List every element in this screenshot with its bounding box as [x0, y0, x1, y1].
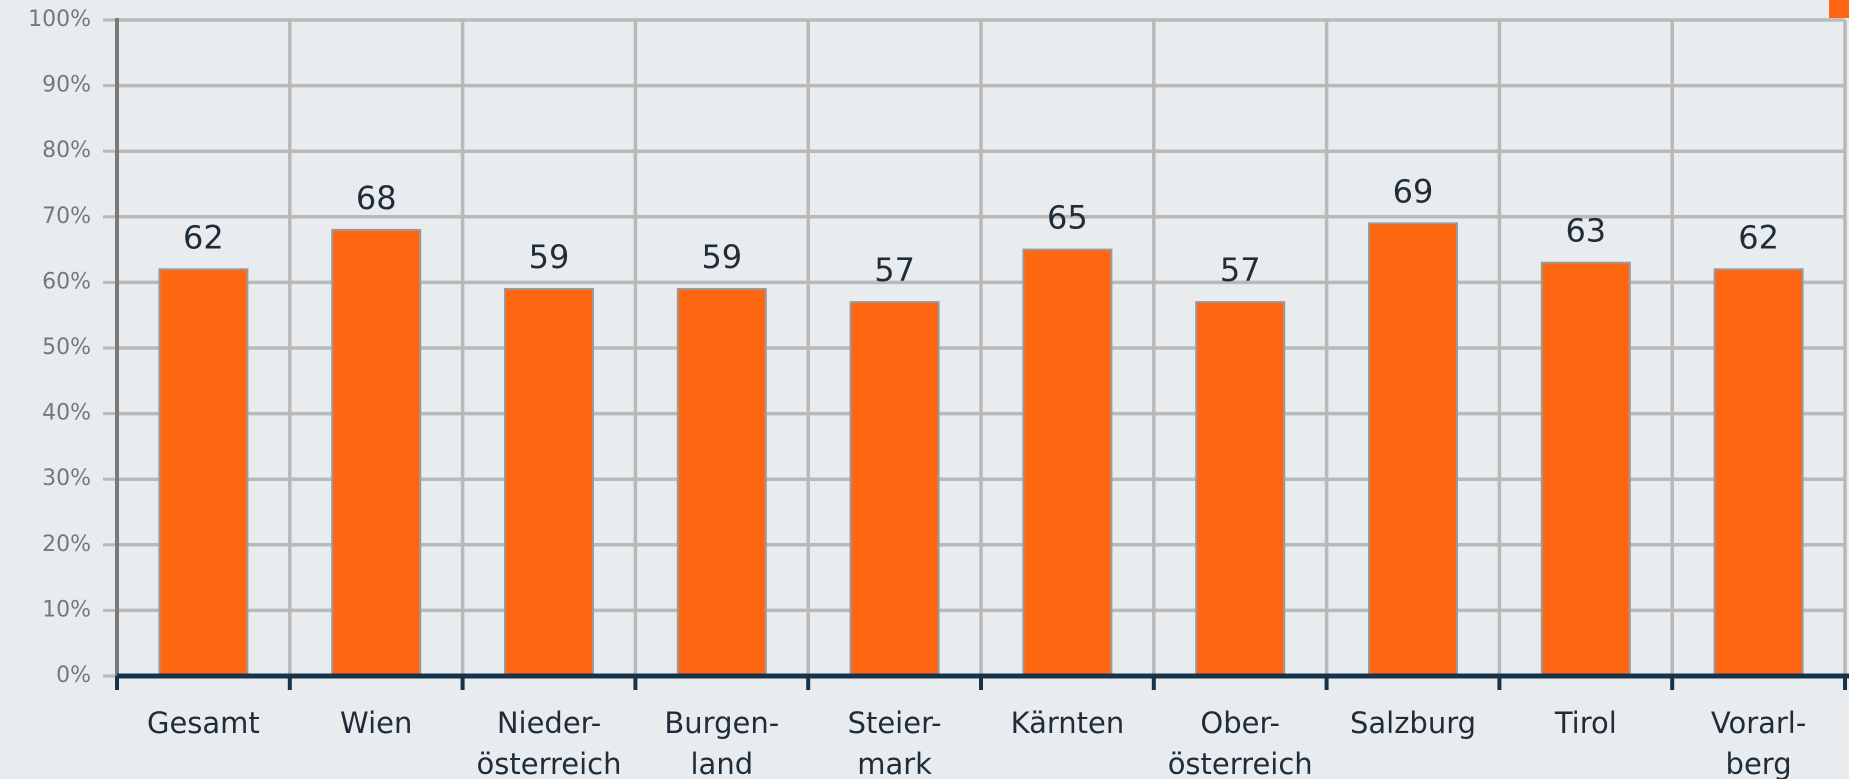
- y-tick-label: 100%: [28, 7, 91, 32]
- x-tick-label: Ober-österreich: [1168, 706, 1313, 779]
- x-tick-label: Tirol: [1554, 706, 1617, 740]
- x-tick-label: Wien: [340, 706, 412, 740]
- y-tick-label: 60%: [42, 269, 91, 294]
- y-tick-label: 30%: [42, 466, 91, 491]
- value-label: 68: [356, 179, 397, 217]
- corner-decoration: [1829, 0, 1849, 18]
- value-label: 62: [183, 218, 224, 256]
- bar: [504, 287, 594, 677]
- y-tick-label: 20%: [42, 532, 91, 557]
- bar: [331, 228, 422, 677]
- y-tick-label: 50%: [42, 335, 91, 360]
- bar: [158, 268, 249, 677]
- value-label: 62: [1738, 218, 1779, 256]
- bar: [1540, 261, 1631, 677]
- x-tick-label: Salzburg: [1350, 706, 1476, 740]
- y-tick-label: 70%: [42, 204, 91, 229]
- bar: [1022, 248, 1113, 677]
- value-label: 57: [1220, 251, 1261, 289]
- bar: [1368, 222, 1458, 678]
- y-tick-label: 0%: [56, 663, 91, 688]
- y-tick-label: 10%: [42, 597, 91, 622]
- bar: [1195, 301, 1286, 677]
- x-tick-label: Steier-mark: [848, 706, 942, 779]
- x-tick-label: Nieder-österreich: [477, 706, 622, 779]
- x-tick-label: Kärnten: [1011, 706, 1125, 740]
- value-label: 63: [1565, 212, 1606, 250]
- x-tick-label: Gesamt: [147, 706, 260, 740]
- y-tick-label: 90%: [42, 73, 91, 98]
- value-label: 57: [874, 251, 915, 289]
- bar: [849, 301, 940, 677]
- value-label: 59: [529, 238, 570, 276]
- y-tick-label: 80%: [42, 138, 91, 163]
- bar: [1713, 268, 1804, 677]
- value-label: 65: [1047, 199, 1088, 237]
- value-label: 69: [1393, 172, 1434, 210]
- x-tick-label: Burgen-land: [664, 706, 779, 779]
- value-label: 59: [701, 238, 742, 276]
- y-tick-label: 40%: [42, 401, 91, 426]
- x-tick-label: Vorarl-berg: [1711, 706, 1806, 779]
- bar: [676, 287, 767, 677]
